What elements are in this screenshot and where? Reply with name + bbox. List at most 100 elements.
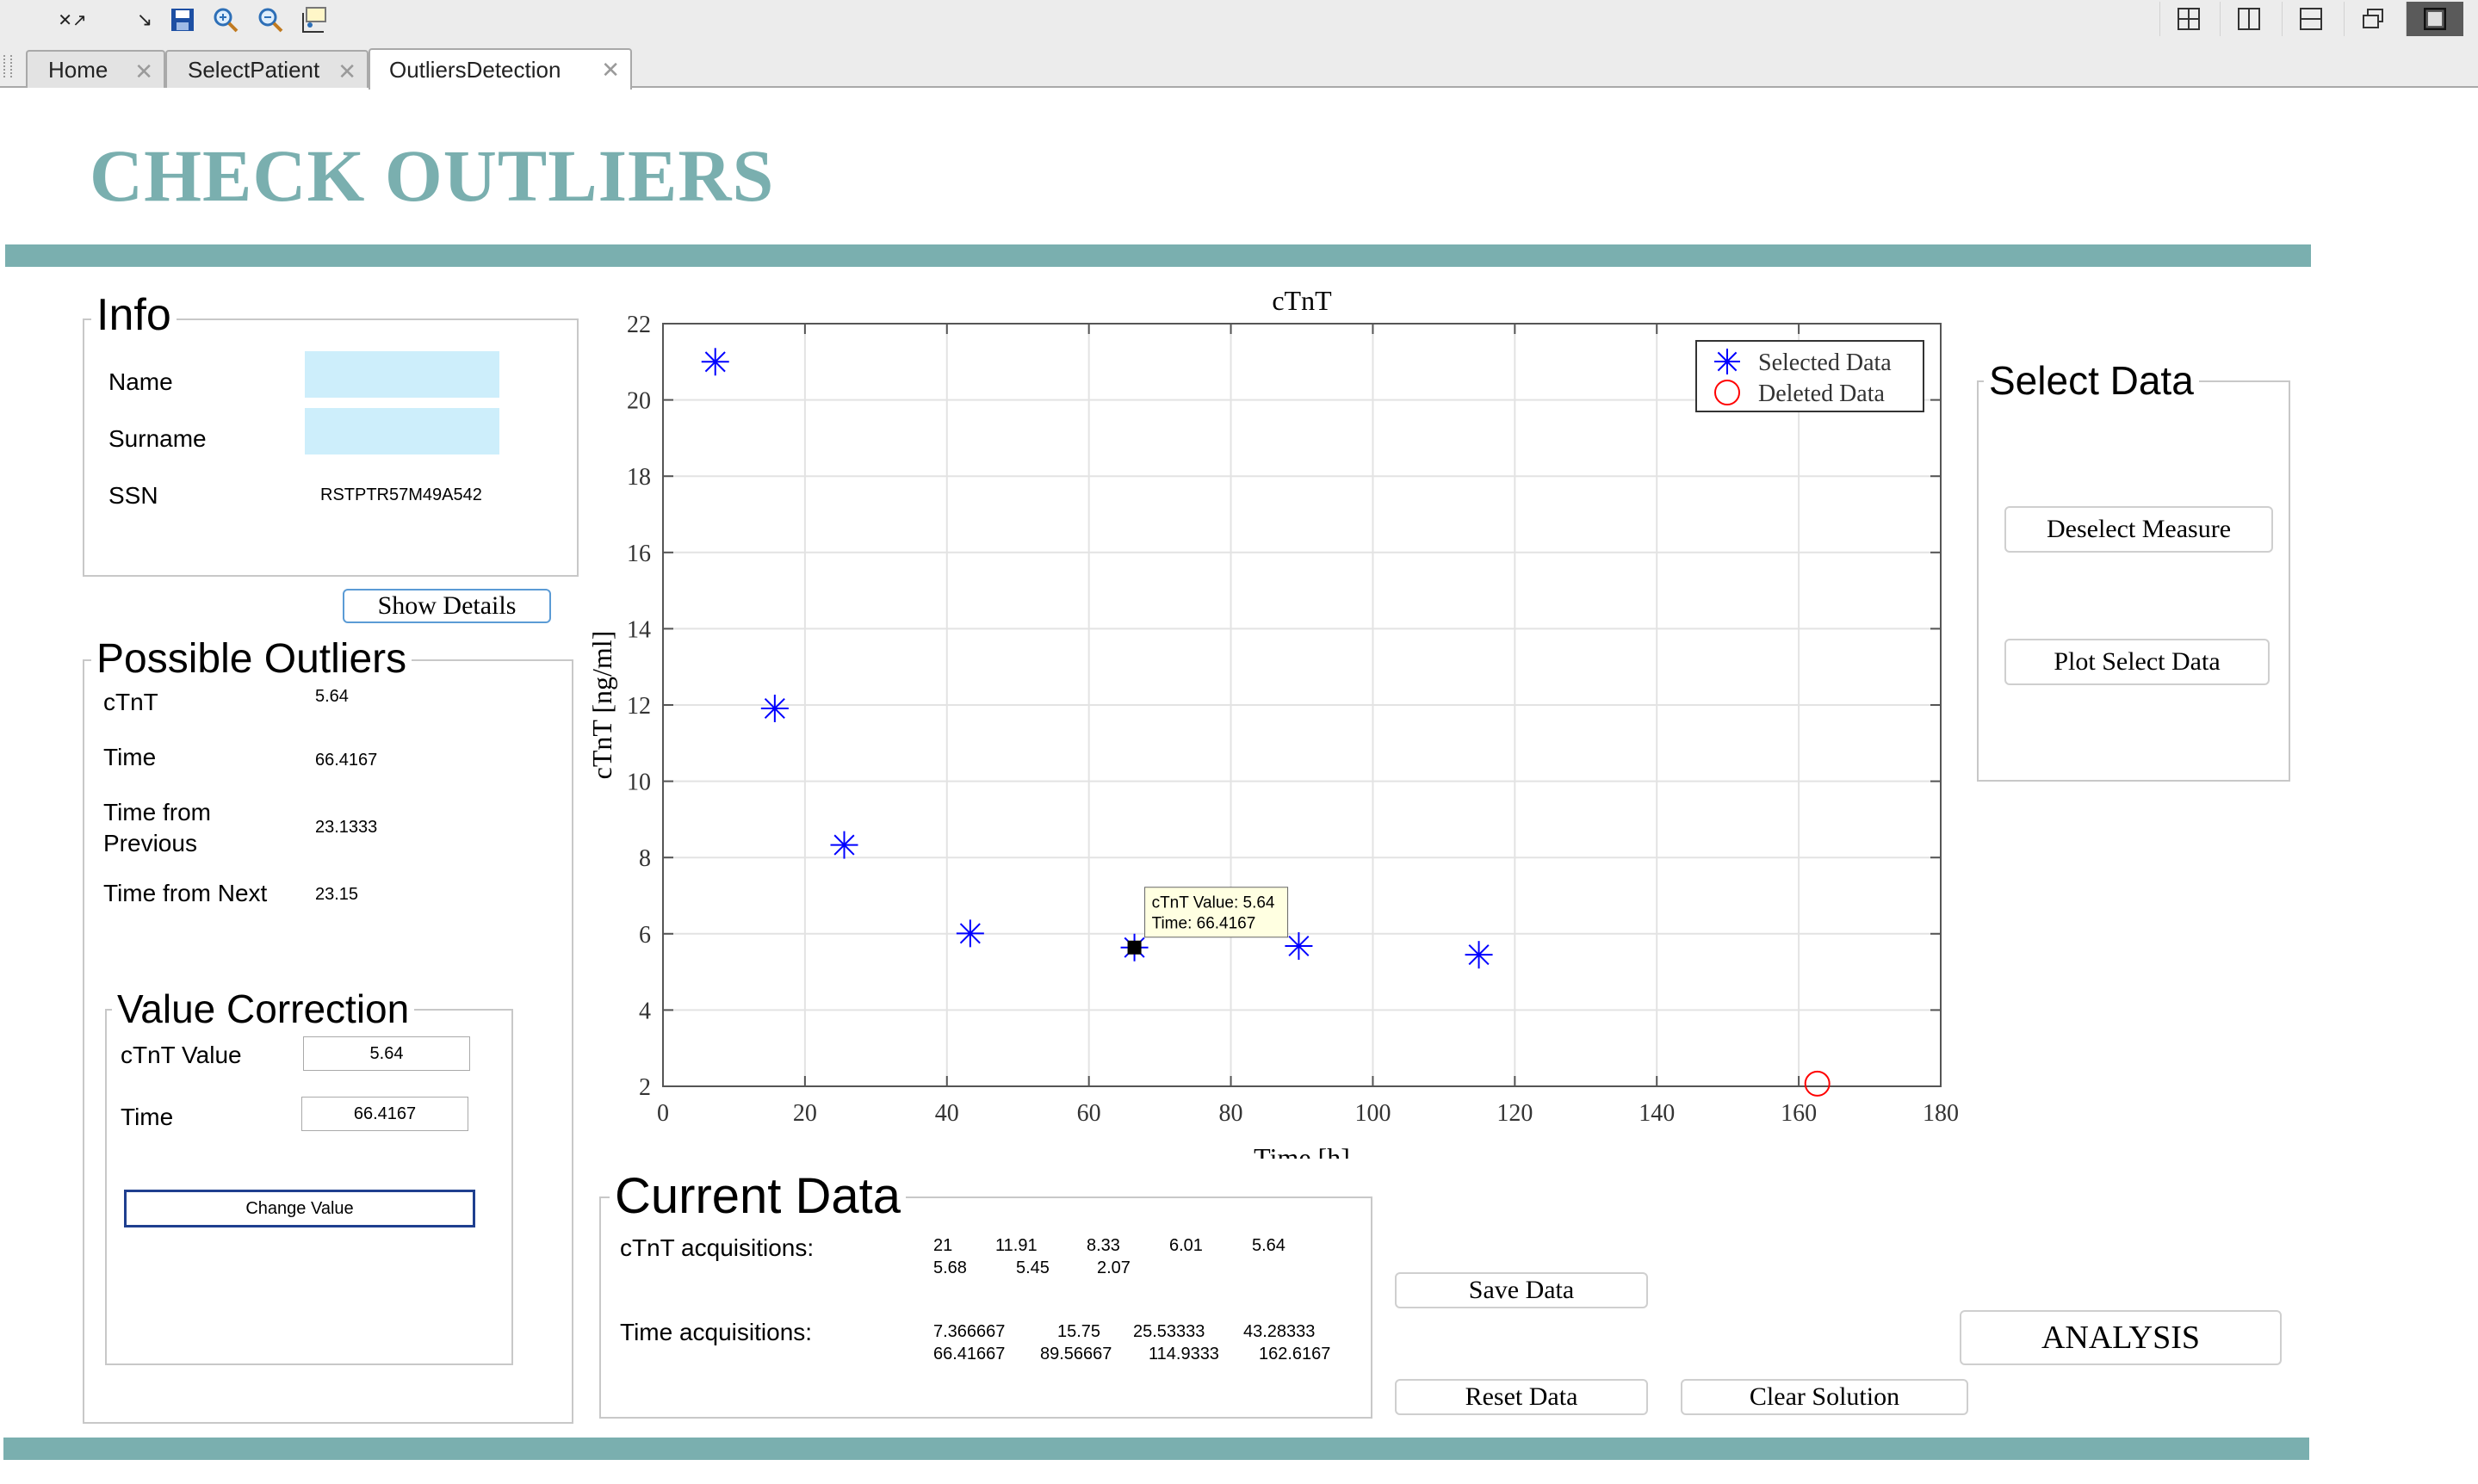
surname-field[interactable] bbox=[305, 408, 499, 454]
close-icon[interactable]: ✕ bbox=[134, 59, 153, 84]
analysis-button[interactable]: ANALYSIS bbox=[1960, 1310, 2282, 1365]
ctnt-value-input[interactable]: 5.64 bbox=[303, 1036, 470, 1071]
selected-data-point bbox=[701, 348, 729, 376]
selected-data-point bbox=[956, 919, 984, 948]
ssn-label: SSN bbox=[108, 482, 158, 509]
y-axis-label: cTnT [ng/ml] bbox=[586, 631, 617, 780]
y-tick-label: 6 bbox=[639, 922, 651, 949]
chart-points bbox=[701, 348, 1831, 1097]
split-horizontal-icon[interactable] bbox=[2282, 2, 2339, 36]
datatip-line-1: cTnT Value: 5.64 bbox=[1152, 894, 1275, 912]
datatip-marker bbox=[1127, 940, 1142, 955]
x-tick-label: 60 bbox=[1077, 1100, 1101, 1127]
deleted-data-point bbox=[1804, 1070, 1831, 1097]
time-acq-1: 7.366667 bbox=[933, 1322, 1006, 1341]
x-tick-label: 0 bbox=[657, 1100, 669, 1127]
time-acquisitions-label: Time acquisitions: bbox=[620, 1319, 813, 1345]
grid-2x2-icon[interactable] bbox=[2159, 2, 2217, 36]
time-acq-5: 66.41667 bbox=[933, 1345, 1006, 1363]
split-vertical-icon[interactable] bbox=[2220, 2, 2277, 36]
select-data-panel: Select Data Deselect Measure Plot Select… bbox=[1977, 356, 2290, 782]
ctnt-acq-1: 21 bbox=[933, 1236, 953, 1255]
time-acq-4: 43.28333 bbox=[1243, 1322, 1316, 1341]
deselect-measure-button[interactable]: Deselect Measure bbox=[2004, 506, 2273, 553]
x-tick-label: 20 bbox=[793, 1100, 817, 1127]
y-tick-label: 14 bbox=[627, 616, 651, 643]
x-tick-label: 100 bbox=[1354, 1100, 1391, 1127]
surname-label: Surname bbox=[108, 425, 207, 452]
y-tick-label: 10 bbox=[627, 770, 651, 796]
tab-outliers-detection-label: OutliersDetection bbox=[389, 56, 561, 83]
asterisk-stroke bbox=[959, 923, 981, 944]
tab-select-patient[interactable]: SelectPatient ✕ bbox=[165, 50, 369, 88]
x-tick-label: 160 bbox=[1781, 1100, 1817, 1127]
asterisk-stroke bbox=[1717, 351, 1738, 372]
zoom-out-icon[interactable] bbox=[251, 3, 289, 36]
footer-divider bbox=[3, 1438, 2309, 1460]
tab-outliers-detection[interactable]: OutliersDetection ✕ bbox=[369, 48, 632, 90]
page-title: CHECK OUTLIERS bbox=[90, 134, 775, 217]
float-icon[interactable] bbox=[2344, 2, 2401, 36]
asterisk-stroke bbox=[1468, 944, 1490, 966]
info-title: Info bbox=[91, 291, 177, 339]
ctnt-chart[interactable]: 0 20 40 60 80 100 120 140 160 180 2 4 6 8 10 12 14 16 18 20… bbox=[585, 281, 1963, 1159]
clear-solution-button[interactable]: Clear Solution bbox=[1681, 1379, 1968, 1415]
time-acq-3: 25.53333 bbox=[1133, 1322, 1205, 1341]
close-restore-icon[interactable]: ✕↗ bbox=[58, 10, 87, 30]
plot-select-data-button[interactable]: Plot Select Data bbox=[2004, 639, 2270, 685]
ctnt-acquisitions-label: cTnT acquisitions: bbox=[620, 1234, 815, 1261]
ctnt-acq-6: 5.68 bbox=[933, 1258, 967, 1277]
tab-bar: Home ✕ SelectPatient ✕ OutliersDetection… bbox=[0, 43, 2478, 90]
selected-data-point bbox=[1465, 941, 1493, 969]
selected-data-point bbox=[760, 694, 789, 722]
show-details-button[interactable]: Show Details bbox=[343, 589, 551, 623]
ctnt-acq-7: 5.45 bbox=[1016, 1258, 1050, 1277]
select-data-title: Select Data bbox=[1984, 356, 2199, 405]
save-data-button[interactable]: Save Data bbox=[1395, 1272, 1648, 1308]
asterisk-stroke bbox=[1288, 935, 1310, 956]
info-panel: Info Name Surname SSN RSTPTR57M49A542 bbox=[83, 291, 579, 577]
data-tip: cTnT Value: 5.64 Time: 66.4167 bbox=[1127, 887, 1289, 955]
outlier-ctnt-label: cTnT bbox=[103, 689, 158, 715]
time-from-previous-value: 23.1333 bbox=[315, 818, 378, 837]
y-tick-label: 16 bbox=[627, 541, 651, 567]
outlier-ctnt-value: 5.64 bbox=[315, 687, 349, 706]
y-tick-label: 2 bbox=[639, 1074, 651, 1101]
outlier-time-label: Time bbox=[103, 744, 157, 770]
ctnt-acq-3: 8.33 bbox=[1087, 1236, 1120, 1255]
y-tick-label: 20 bbox=[627, 388, 651, 415]
tab-home[interactable]: Home ✕ bbox=[26, 50, 165, 88]
zoom-in-icon[interactable] bbox=[207, 3, 245, 36]
y-tick-label: 18 bbox=[627, 464, 651, 491]
change-value-button[interactable]: Change Value bbox=[124, 1190, 475, 1227]
name-label: Name bbox=[108, 368, 173, 395]
name-field[interactable] bbox=[305, 351, 499, 398]
chart-title: cTnT bbox=[1272, 285, 1332, 316]
reset-data-button[interactable]: Reset Data bbox=[1395, 1379, 1648, 1415]
x-tick-label: 80 bbox=[1219, 1100, 1243, 1127]
grip-handle[interactable] bbox=[3, 55, 12, 77]
asterisk-stroke bbox=[704, 351, 726, 373]
outlier-time-value: 66.4167 bbox=[315, 751, 378, 770]
close-icon[interactable]: ✕ bbox=[601, 57, 620, 83]
arrow-icon[interactable]: ↘ bbox=[136, 9, 153, 30]
selected-data-point bbox=[830, 831, 858, 859]
single-pane-icon[interactable] bbox=[2406, 2, 2463, 36]
ctnt-acq-4: 6.01 bbox=[1169, 1236, 1203, 1255]
close-icon[interactable]: ✕ bbox=[338, 59, 356, 84]
time-acq-6: 89.56667 bbox=[1040, 1345, 1112, 1363]
toolbar: ✕↗ ↘ bbox=[0, 0, 2478, 43]
legend-box bbox=[1695, 340, 1924, 412]
data-cursor-icon[interactable] bbox=[296, 3, 334, 36]
time-input[interactable]: 66.4167 bbox=[301, 1097, 468, 1131]
time-label: Time bbox=[121, 1104, 174, 1130]
save-icon[interactable] bbox=[164, 3, 201, 36]
chart-legend[interactable]: Selected Data Deleted Data bbox=[1695, 340, 1924, 412]
y-tick-label: 4 bbox=[639, 998, 651, 1024]
time-from-previous-label-1: Time from bbox=[103, 799, 211, 825]
x-tick-label: 140 bbox=[1639, 1100, 1675, 1127]
possible-outliers-panel: Possible Outliers cTnT 5.64 Time 66.4167… bbox=[83, 635, 573, 1424]
legend-entry: Deleted Data bbox=[1758, 380, 1885, 407]
ctnt-acq-5: 5.64 bbox=[1252, 1236, 1285, 1255]
y-tick-label: 12 bbox=[627, 693, 651, 720]
